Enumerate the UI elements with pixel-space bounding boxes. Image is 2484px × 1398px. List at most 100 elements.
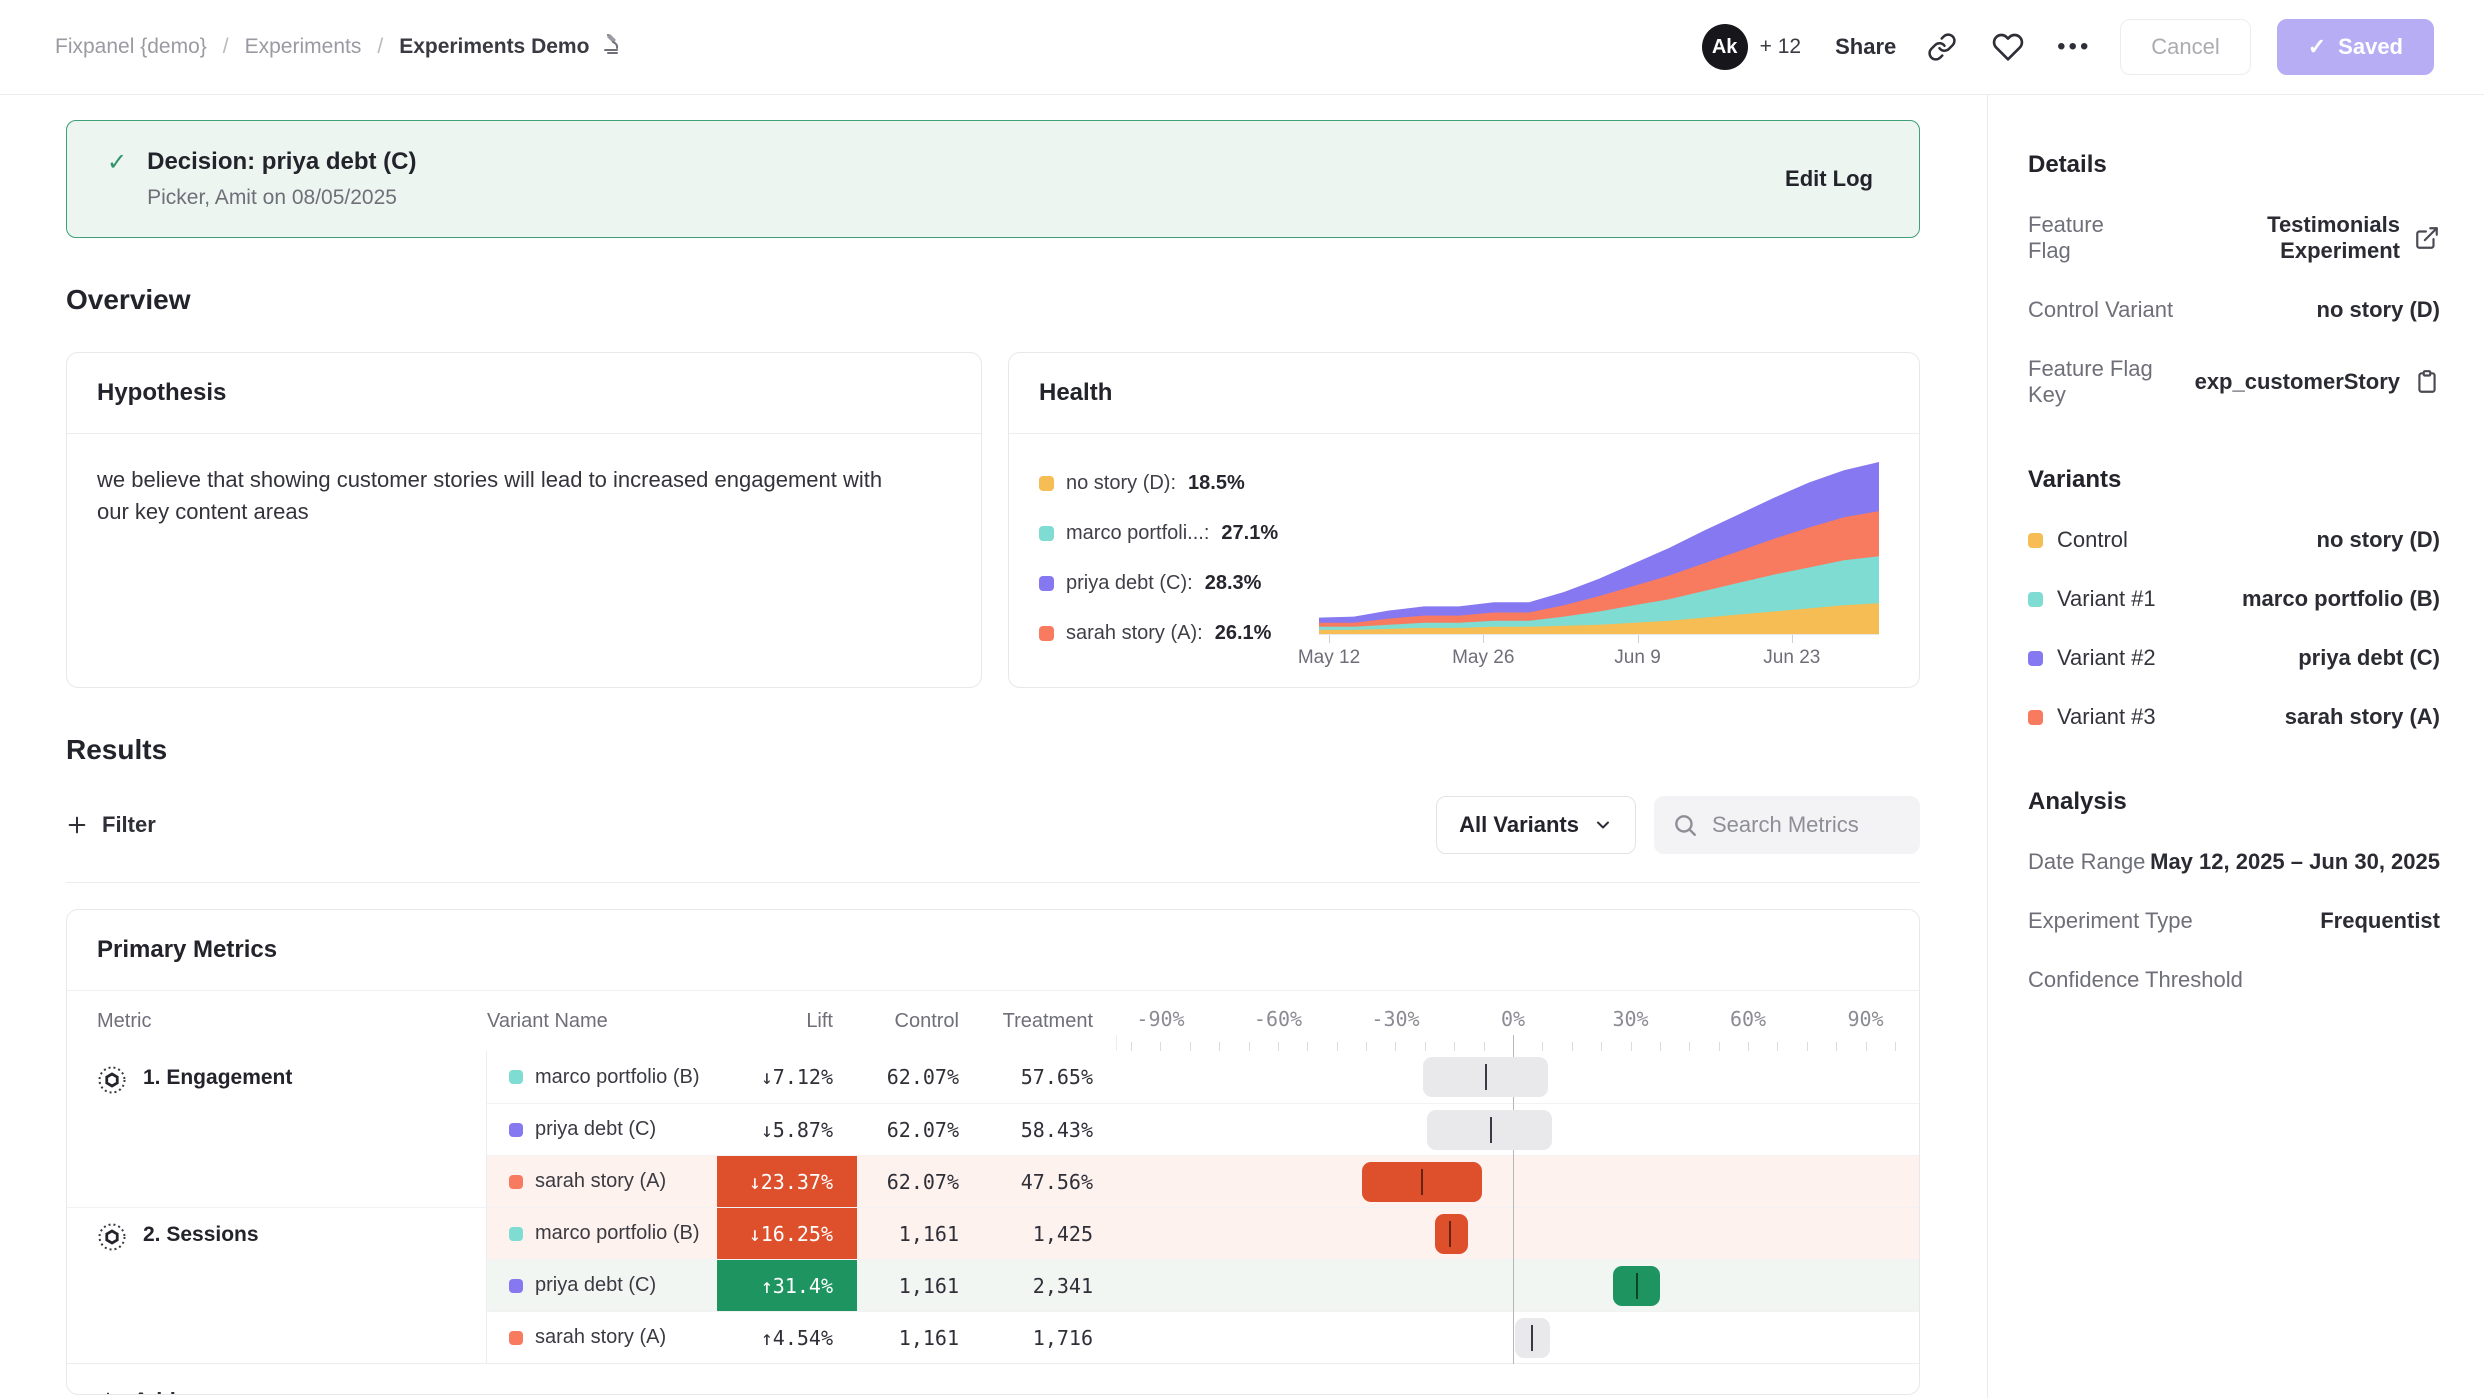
- ci-tick: [1689, 1042, 1691, 1051]
- column-lift: Lift: [806, 1010, 833, 1032]
- health-title: Health: [1009, 353, 1919, 434]
- variants-dropdown[interactable]: All Variants: [1436, 796, 1636, 854]
- detail-value: Testimonials Experiment: [2267, 212, 2400, 263]
- metric-cell[interactable]: 1. Engagement: [67, 1051, 487, 1207]
- detail-value: no story (D): [2316, 297, 2440, 322]
- breadcrumb-project[interactable]: Fixpanel {demo}: [55, 35, 207, 58]
- ci-tick: [1806, 1042, 1808, 1051]
- favorite-heart-icon[interactable]: [1988, 27, 2028, 67]
- table-row[interactable]: marco portfolio (B) ↓7.12% 62.07% 57.65%: [487, 1050, 1919, 1104]
- health-axis-tick: [1637, 635, 1639, 643]
- health-chart-canvas: [1319, 462, 1879, 634]
- variant-value: no story (D): [2316, 527, 2440, 552]
- top-bar-actions: Ak + 12 Share ••• Cancel ✓ Saved: [1701, 19, 2434, 75]
- legend-percent: 26.1%: [1214, 622, 1272, 644]
- ci-chart-cell: [1117, 1259, 1919, 1312]
- variant-swatch: [2028, 650, 2043, 666]
- metrics-search[interactable]: [1654, 796, 1920, 854]
- health-axis-tick: [1483, 635, 1485, 643]
- details-sidebar: Details Feature Flag Testimonials Experim…: [1987, 95, 2484, 1398]
- variant-role: Control: [2057, 527, 2128, 552]
- variants-dropdown-label: All Variants: [1459, 812, 1579, 837]
- treatment-value: 47.56%: [1020, 1169, 1093, 1194]
- primary-metrics-table: Metric Variant Name Lift Control Treatme…: [67, 991, 1919, 1364]
- variant-label: Variant #2: [2028, 645, 2156, 671]
- legend-swatch: [1039, 626, 1054, 641]
- health-axis-label: May 26: [1452, 647, 1515, 668]
- ci-marker: [1421, 1168, 1424, 1195]
- ci-tick: [1307, 1042, 1309, 1051]
- cancel-button[interactable]: Cancel: [2120, 19, 2251, 75]
- ci-chart-cell: [1117, 1050, 1919, 1104]
- page-title: Experiments Demo: [399, 35, 590, 58]
- clipboard-icon[interactable]: [2414, 369, 2440, 395]
- table-row[interactable]: sarah story (A) ↑4.54% 1,161 1,716: [487, 1311, 1919, 1364]
- variant-value: sarah story (A): [2284, 704, 2440, 729]
- results-heading: Results: [66, 734, 168, 765]
- table-row[interactable]: marco portfolio (B) ↓16.25% 1,161 1,425: [487, 1207, 1919, 1260]
- search-metrics-input[interactable]: [1712, 812, 1902, 838]
- ci-axis-ticks: [67, 1035, 1919, 1051]
- external-link-icon[interactable]: [2414, 225, 2440, 251]
- variant-swatch: [2028, 532, 2043, 548]
- decision-check-icon: ✓: [107, 149, 128, 176]
- health-axis-label: May 12: [1297, 647, 1361, 668]
- add-filter-button[interactable]: Filter: [66, 812, 156, 838]
- share-button[interactable]: Share: [1835, 34, 1897, 59]
- control-value: 1,161: [898, 1325, 959, 1350]
- ci-tick: [1424, 1042, 1426, 1051]
- ci-zero-line: [1513, 1311, 1514, 1364]
- plus-icon: [106, 1392, 110, 1394]
- treatment-value: 1,425: [1032, 1221, 1093, 1246]
- ci-bar: [1426, 1109, 1553, 1150]
- detail-value: exp_customerStory: [2194, 369, 2400, 394]
- metric-group: 1. Engagement marco portfolio (B) ↓7.12% 62…: [67, 1050, 1919, 1208]
- lift-value: ↓7.12%: [760, 1065, 833, 1089]
- ci-tick: [1659, 1042, 1661, 1051]
- ci-tick: [1718, 1042, 1720, 1051]
- ci-axis-label: 30%: [1612, 1007, 1649, 1031]
- ci-tick: [1336, 1042, 1338, 1051]
- analysis-label: Date Range: [2028, 849, 2146, 874]
- breadcrumb-experiments[interactable]: Experiments: [244, 35, 362, 58]
- control-value: 62.07%: [886, 1065, 959, 1089]
- ci-axis-labels: -90% -60% -30% 0% 30% 60% 90%: [1117, 991, 1919, 1033]
- ci-bar: [1515, 1317, 1551, 1358]
- variant-cell: marco portfolio (B): [487, 1051, 717, 1103]
- analysis-heading: Analysis: [2028, 788, 2127, 815]
- health-legend-item: marco portfoli...: 27.1%: [1039, 522, 1319, 545]
- variant-cell: sarah story (A): [487, 1312, 717, 1363]
- ci-tick: [1748, 1042, 1749, 1051]
- copy-link-icon[interactable]: [1922, 27, 1962, 67]
- saved-button[interactable]: ✓ Saved: [2276, 19, 2434, 75]
- detail-value-wrap: no story (D): [2317, 297, 2440, 323]
- avatar[interactable]: Ak: [1701, 24, 1748, 70]
- health-area-chart: May 12 May 26 Jun 9 Jun 23: [1298, 458, 1879, 672]
- variant-name: priya debt (C): [535, 1118, 657, 1140]
- ci-zero-line: [1513, 1259, 1514, 1312]
- table-row[interactable]: sarah story (A) ↓23.37% 62.07% 47.56%: [487, 1155, 1919, 1208]
- ci-tick: [1630, 1042, 1632, 1051]
- metric-cell[interactable]: 2. Sessions: [67, 1207, 487, 1363]
- detail-label: Feature Flag Key: [2028, 356, 2153, 407]
- add-metric-button[interactable]: Add: [67, 1363, 1919, 1394]
- analysis-value: Frequentist: [2320, 908, 2440, 933]
- ci-tick: [1894, 1042, 1896, 1051]
- metric-name: 2. Sessions: [143, 1223, 259, 1246]
- edit-log-button[interactable]: Edit Log: [1785, 166, 1873, 191]
- column-metric: Metric: [97, 1010, 152, 1032]
- ci-tick: [1189, 1042, 1191, 1051]
- health-axis-label: Jun 9: [1614, 647, 1661, 668]
- control-value: 62.07%: [886, 1169, 959, 1194]
- table-row[interactable]: priya debt (C) ↓5.87% 62.07% 58.43%: [487, 1103, 1919, 1156]
- ci-tick: [1277, 1042, 1279, 1051]
- collaborator-count[interactable]: + 12: [1759, 35, 1802, 58]
- more-options-button[interactable]: •••: [2057, 33, 2092, 60]
- ci-marker: [1485, 1064, 1488, 1090]
- legend-swatch: [1039, 526, 1054, 541]
- variant-cell: marco portfolio (B): [487, 1208, 717, 1259]
- table-row[interactable]: priya debt (C) ↑31.4% 1,161 2,341: [487, 1259, 1919, 1312]
- variants-heading: Variants: [2028, 466, 2122, 493]
- metric-target-icon: [97, 1222, 127, 1257]
- variant-row: Control no story (D): [2028, 527, 2440, 553]
